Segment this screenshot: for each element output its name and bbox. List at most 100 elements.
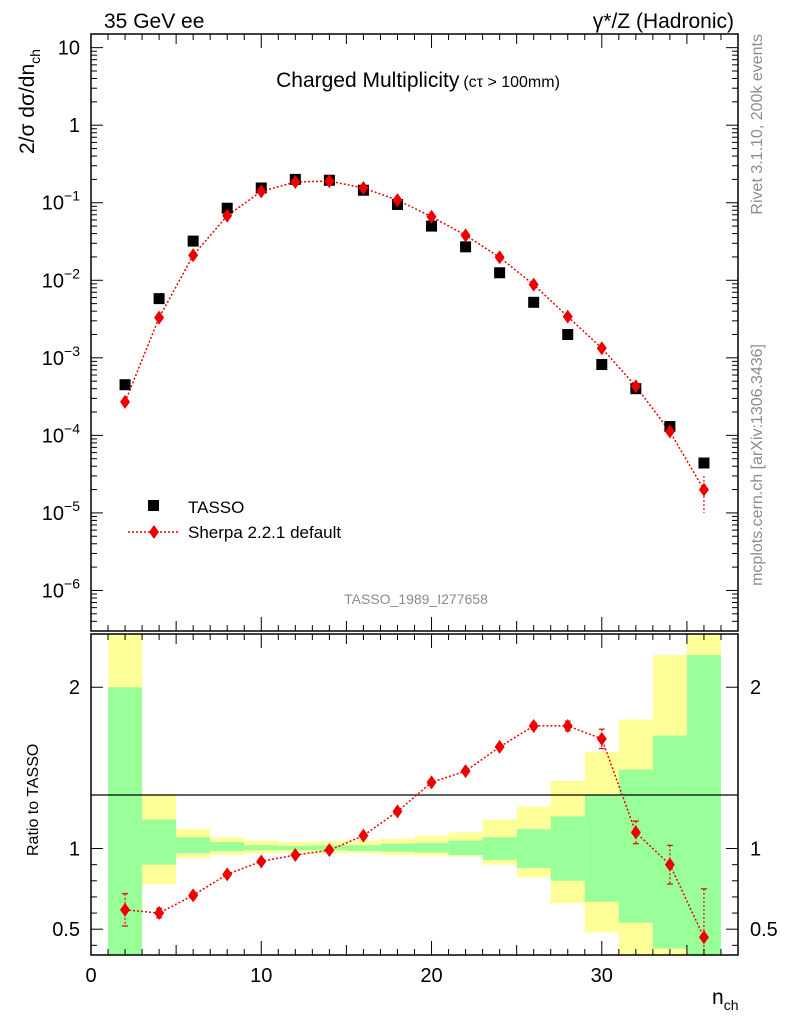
tasso-point xyxy=(494,267,506,279)
sherpa-point xyxy=(154,310,165,325)
sherpa-point xyxy=(528,277,539,292)
ratio-sherpa-point xyxy=(222,867,233,882)
ratio-x-label: nch xyxy=(712,986,738,1013)
sherpa-point xyxy=(290,175,301,190)
ratio-sherpa-point xyxy=(630,825,641,840)
sherpa-point xyxy=(222,208,233,223)
y-tick-label: 10−3 xyxy=(42,343,80,370)
stat-uncertainty-band xyxy=(346,845,381,851)
y-tick-label: 10−4 xyxy=(42,420,80,447)
tasso-point xyxy=(187,235,199,247)
stat-uncertainty-band xyxy=(550,816,585,881)
ratio-y-tick-label: 1 xyxy=(69,839,80,861)
ratio-sherpa-point xyxy=(664,857,675,872)
y-tick-label-exp: −2 xyxy=(64,265,80,281)
ratio-x-label-sub: ch xyxy=(724,997,739,1013)
legend: TASSO Sherpa 2.2.1 default xyxy=(128,498,341,542)
ratio-sherpa-point xyxy=(596,731,607,746)
ratio-panel: 0 10 20 30 0.5 0.5 1 1 2 2 Ratio to TASSO nch xyxy=(25,633,778,1013)
tasso-point xyxy=(698,457,710,469)
x-tick-label: 10 xyxy=(250,965,272,987)
y-tick-label-base: 1 xyxy=(69,115,80,137)
header-left: 35 GeV ee xyxy=(104,10,204,33)
ratio-sherpa-point xyxy=(562,718,573,733)
ratio-sherpa-point xyxy=(358,828,369,843)
sherpa-point xyxy=(698,482,709,497)
sherpa-line xyxy=(124,180,705,490)
mcplots-label: mcplots.cern.ch [arXiv:1306.3436] xyxy=(749,344,766,586)
legend-marker-sherpa xyxy=(149,525,159,539)
main-title: Charged Multiplicity (cτ > 100mm) xyxy=(276,69,560,92)
tasso-point xyxy=(528,296,540,308)
stat-uncertainty-band xyxy=(482,837,517,860)
tasso-point xyxy=(460,241,472,253)
ratio-sherpa-point xyxy=(154,906,165,921)
ratio-sherpa-point xyxy=(528,718,539,733)
sherpa-point xyxy=(630,379,641,394)
ratio-marks xyxy=(120,718,709,956)
stat-uncertainty-band xyxy=(414,842,449,853)
sherpa-point xyxy=(426,209,437,224)
legend-label-tasso: TASSO xyxy=(188,498,244,517)
sherpa-point xyxy=(324,174,335,189)
legend-marker-tasso xyxy=(148,500,159,511)
y-tick-label: 10−2 xyxy=(42,265,80,292)
sherpa-point xyxy=(392,193,403,208)
y-tick-label-exp: −5 xyxy=(64,498,80,514)
y-tick-label-base: 10 xyxy=(42,193,64,215)
ratio-sherpa-point xyxy=(392,804,403,819)
main-y-label: 2/σ dσ/dnch xyxy=(16,49,43,154)
sherpa-point xyxy=(562,309,573,324)
ratio-y-tick-label-right: 2 xyxy=(750,677,761,699)
stat-uncertainty-band xyxy=(380,843,415,852)
ratio-y-tick-label: 0.5 xyxy=(52,919,80,941)
y-tick-label-base: 10 xyxy=(42,425,64,447)
y-tick-label: 10−6 xyxy=(42,575,80,602)
ratio-sherpa-point xyxy=(290,847,301,862)
sherpa-point xyxy=(596,341,607,356)
ratio-sherpa-point xyxy=(324,843,335,858)
ratio-x-label-text: n xyxy=(712,986,724,1009)
x-tick-label: 30 xyxy=(591,965,613,987)
ratio-sherpa-line xyxy=(125,725,705,938)
y-tick-label-base: 10 xyxy=(42,503,64,525)
analysis-watermark: TASSO_1989_I277658 xyxy=(344,591,488,607)
y-tick-label-base: 10 xyxy=(58,38,80,60)
y-tick-label-exp: −4 xyxy=(64,420,80,436)
header-right: γ*/Z (Hadronic) xyxy=(593,10,734,33)
main-y-label-sub: ch xyxy=(27,49,43,64)
stat-uncertainty-band xyxy=(584,795,619,902)
ratio-sherpa-point xyxy=(256,854,267,869)
stat-uncertainty-band xyxy=(516,829,551,868)
ratio-y-tick-label-right: 0.5 xyxy=(750,919,778,941)
stat-uncertainty-band xyxy=(210,842,245,851)
ratio-sherpa-point xyxy=(188,888,199,903)
tasso-point xyxy=(562,328,574,340)
main-title-sub: (cτ > 100mm) xyxy=(463,74,560,91)
main-marks xyxy=(119,173,710,513)
y-tick-label: 10−5 xyxy=(42,498,80,525)
stat-uncertainty-band xyxy=(142,819,177,865)
y-tick-label: 10−1 xyxy=(42,188,80,215)
legend-label-sherpa: Sherpa 2.2.1 default xyxy=(188,523,341,542)
tasso-point xyxy=(221,202,233,214)
ratio-y-tick-label: 2 xyxy=(69,677,80,699)
y-tick-label-base: 10 xyxy=(42,270,64,292)
y-tick-label-base: 10 xyxy=(42,580,64,602)
tasso-point xyxy=(596,359,608,371)
main-y-label-text: 2/σ dσ/dn xyxy=(16,64,39,154)
stat-uncertainty-band xyxy=(244,845,279,851)
rivet-label: Rivet 3.1.10, 200k events xyxy=(749,34,766,215)
ratio-sherpa-point xyxy=(460,764,471,779)
sherpa-point xyxy=(664,424,675,439)
sherpa-point xyxy=(188,248,199,263)
main-title-text: Charged Multiplicity xyxy=(276,69,460,92)
sherpa-point xyxy=(494,250,505,265)
sherpa-point xyxy=(256,184,267,199)
y-tick-label-exp: −1 xyxy=(64,188,80,204)
sherpa-point xyxy=(358,180,369,195)
sherpa-point xyxy=(460,228,471,243)
